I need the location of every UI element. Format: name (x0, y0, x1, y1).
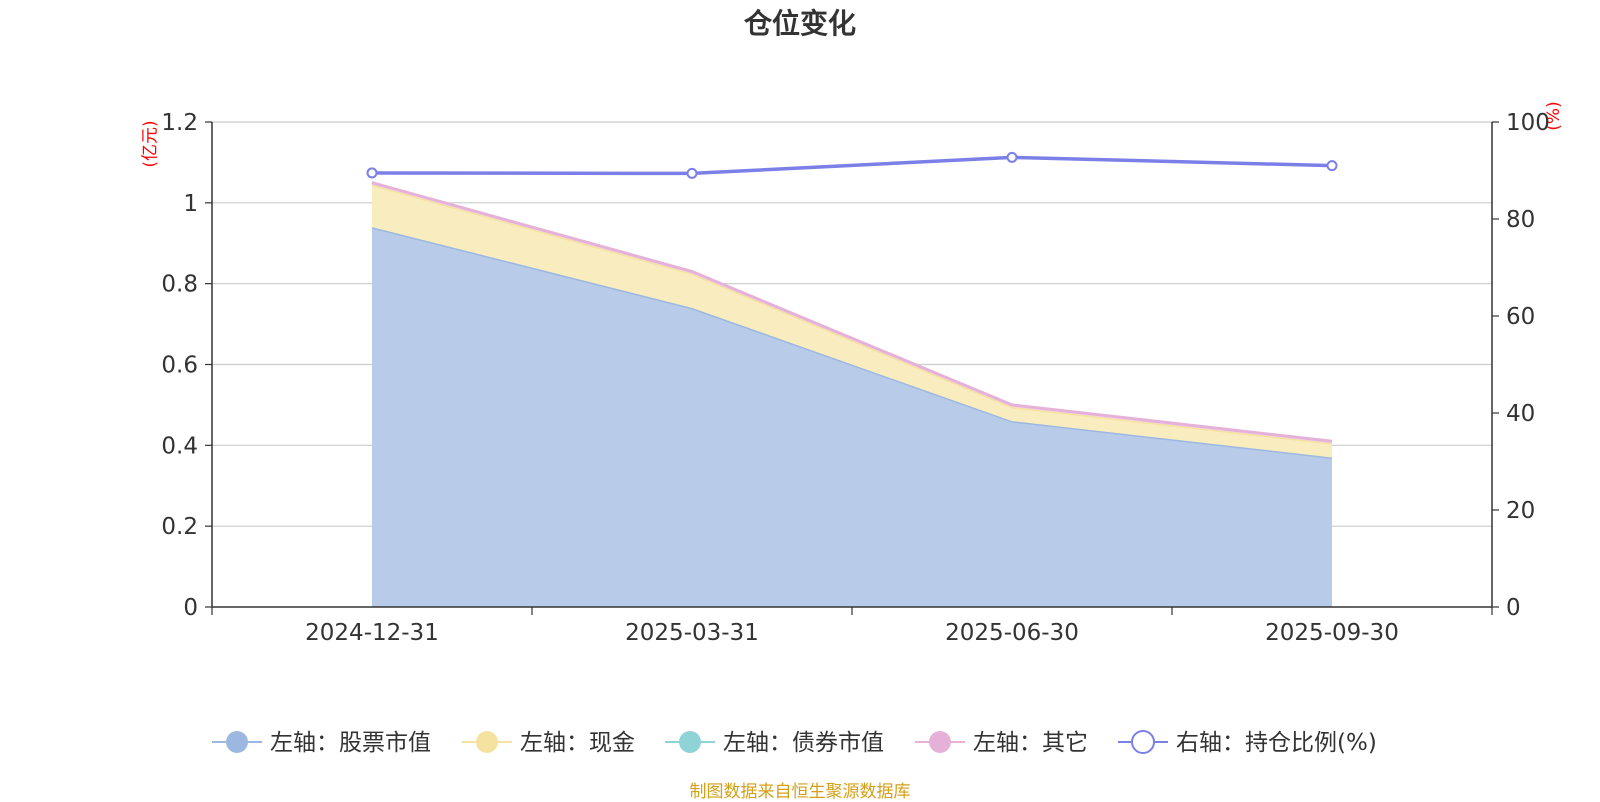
data-source-note: 制图数据来自恒生聚源数据库 (689, 782, 911, 802)
line-point (366, 167, 378, 179)
legend-marker-icon (1131, 730, 1155, 754)
right-axis-tick-label: 80 (1506, 207, 1535, 233)
line-series-0 (371, 155, 1333, 176)
left-axis-tick-label: 0.8 (161, 272, 198, 298)
legend-item-label: 左轴：股票市值 (270, 730, 431, 756)
x-axis-tick-label: 2025-09-30 (1265, 620, 1399, 646)
line-point (1006, 151, 1018, 163)
right-axis-tick-label: 0 (1506, 595, 1521, 621)
right-axis-tick-label: 40 (1506, 401, 1535, 427)
area-series-0 (372, 227, 1332, 608)
legend-marker-icon (476, 731, 498, 753)
x-axis-tick-label: 2025-06-30 (945, 620, 1079, 646)
x-axis-tick-label: 2025-03-31 (625, 620, 759, 646)
right-axis-tick-label: 60 (1506, 304, 1535, 330)
legend-item-label: 左轴：其它 (973, 730, 1088, 756)
line-point (686, 167, 698, 179)
left-axis-tick-label: 1 (183, 191, 198, 217)
left-axis-tick-label: 1.2 (161, 110, 198, 136)
left-axis-tick-label: 0.6 (161, 353, 198, 379)
right-axis-tick-label: 20 (1506, 498, 1535, 524)
area-series-line-3 (371, 181, 1333, 443)
legend-item-label: 左轴：现金 (520, 730, 635, 756)
chart-title: 仓位变化 (743, 7, 856, 40)
legend-marker-icon (226, 731, 248, 753)
line-point (1326, 160, 1338, 172)
x-axis-tick-label: 2024-12-31 (305, 620, 439, 646)
right-axis-tick-label: 100 (1506, 110, 1550, 136)
legend-marker-icon (679, 731, 701, 753)
left-axis-tick-label: 0.2 (161, 514, 198, 540)
left-axis-tick-label: 0 (183, 595, 198, 621)
legend-item-label: 右轴：持仓比例(%) (1176, 730, 1377, 756)
legend-item-label: 左轴：债券市值 (723, 730, 884, 756)
legend-marker-icon (929, 731, 951, 753)
left-axis-tick-label: 0.4 (161, 433, 198, 459)
